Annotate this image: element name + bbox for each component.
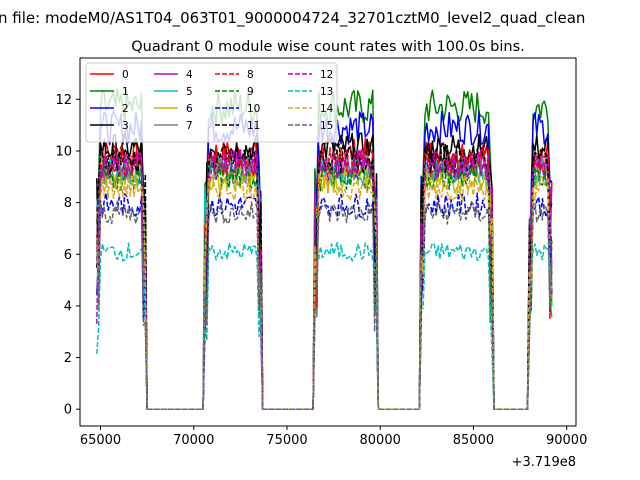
legend-label-6: 6 xyxy=(186,103,193,115)
x-tick-label: 70000 xyxy=(173,433,214,448)
legend-label-5: 5 xyxy=(186,86,193,98)
y-tick-label: 12 xyxy=(55,93,72,108)
legend-label-0: 0 xyxy=(122,69,129,81)
plot-frame xyxy=(79,57,577,427)
y-tick-label: 8 xyxy=(64,196,72,211)
legend-label-13: 13 xyxy=(320,86,333,98)
x-tick-label: 75000 xyxy=(266,433,307,448)
x-tick-label: 85000 xyxy=(453,433,494,448)
x-axis: 65000 70000 75000 80000 85000 90000 xyxy=(80,426,587,448)
x-tick-label: 65000 xyxy=(80,433,121,448)
figure-suptitle: n file: modeM0/AS1T04_063T01_9000004724_… xyxy=(0,9,585,28)
series-line-12 xyxy=(96,151,553,410)
series-line-15 xyxy=(96,200,553,410)
x-tick-label: 80000 xyxy=(360,433,401,448)
legend-label-9: 9 xyxy=(247,86,254,98)
series-line-10 xyxy=(96,192,553,410)
series-line-14 xyxy=(96,173,553,410)
series-layer xyxy=(96,88,553,410)
legend-label-2: 2 xyxy=(122,103,129,115)
series-line-6 xyxy=(96,165,553,410)
legend-label-8: 8 xyxy=(247,69,254,81)
legend-label-4: 4 xyxy=(186,69,193,81)
y-tick-label: 6 xyxy=(64,248,72,263)
legend-label-3: 3 xyxy=(122,120,129,132)
legend-label-14: 14 xyxy=(320,103,334,115)
legend-box xyxy=(85,62,338,143)
y-axis: 0 2 4 6 8 10 12 xyxy=(55,93,80,418)
y-tick-label: 0 xyxy=(64,403,72,418)
y-tick-label: 4 xyxy=(64,299,72,314)
y-tick-label: 2 xyxy=(64,351,72,366)
legend-label-11: 11 xyxy=(247,120,260,132)
series-line-5 xyxy=(96,156,553,410)
x-tick-label: 90000 xyxy=(546,433,587,448)
legend-label-10: 10 xyxy=(247,103,260,115)
legend-label-7: 7 xyxy=(186,120,193,132)
legend-label-15: 15 xyxy=(320,120,333,132)
chart-title: Quadrant 0 module wise count rates with … xyxy=(131,39,525,55)
series-line-13 xyxy=(96,241,553,410)
legend-label-1: 1 xyxy=(122,86,129,98)
y-tick-label: 10 xyxy=(55,144,72,159)
x-offset-label: +3.719e8 xyxy=(512,455,576,470)
legend-label-12: 12 xyxy=(320,69,333,81)
